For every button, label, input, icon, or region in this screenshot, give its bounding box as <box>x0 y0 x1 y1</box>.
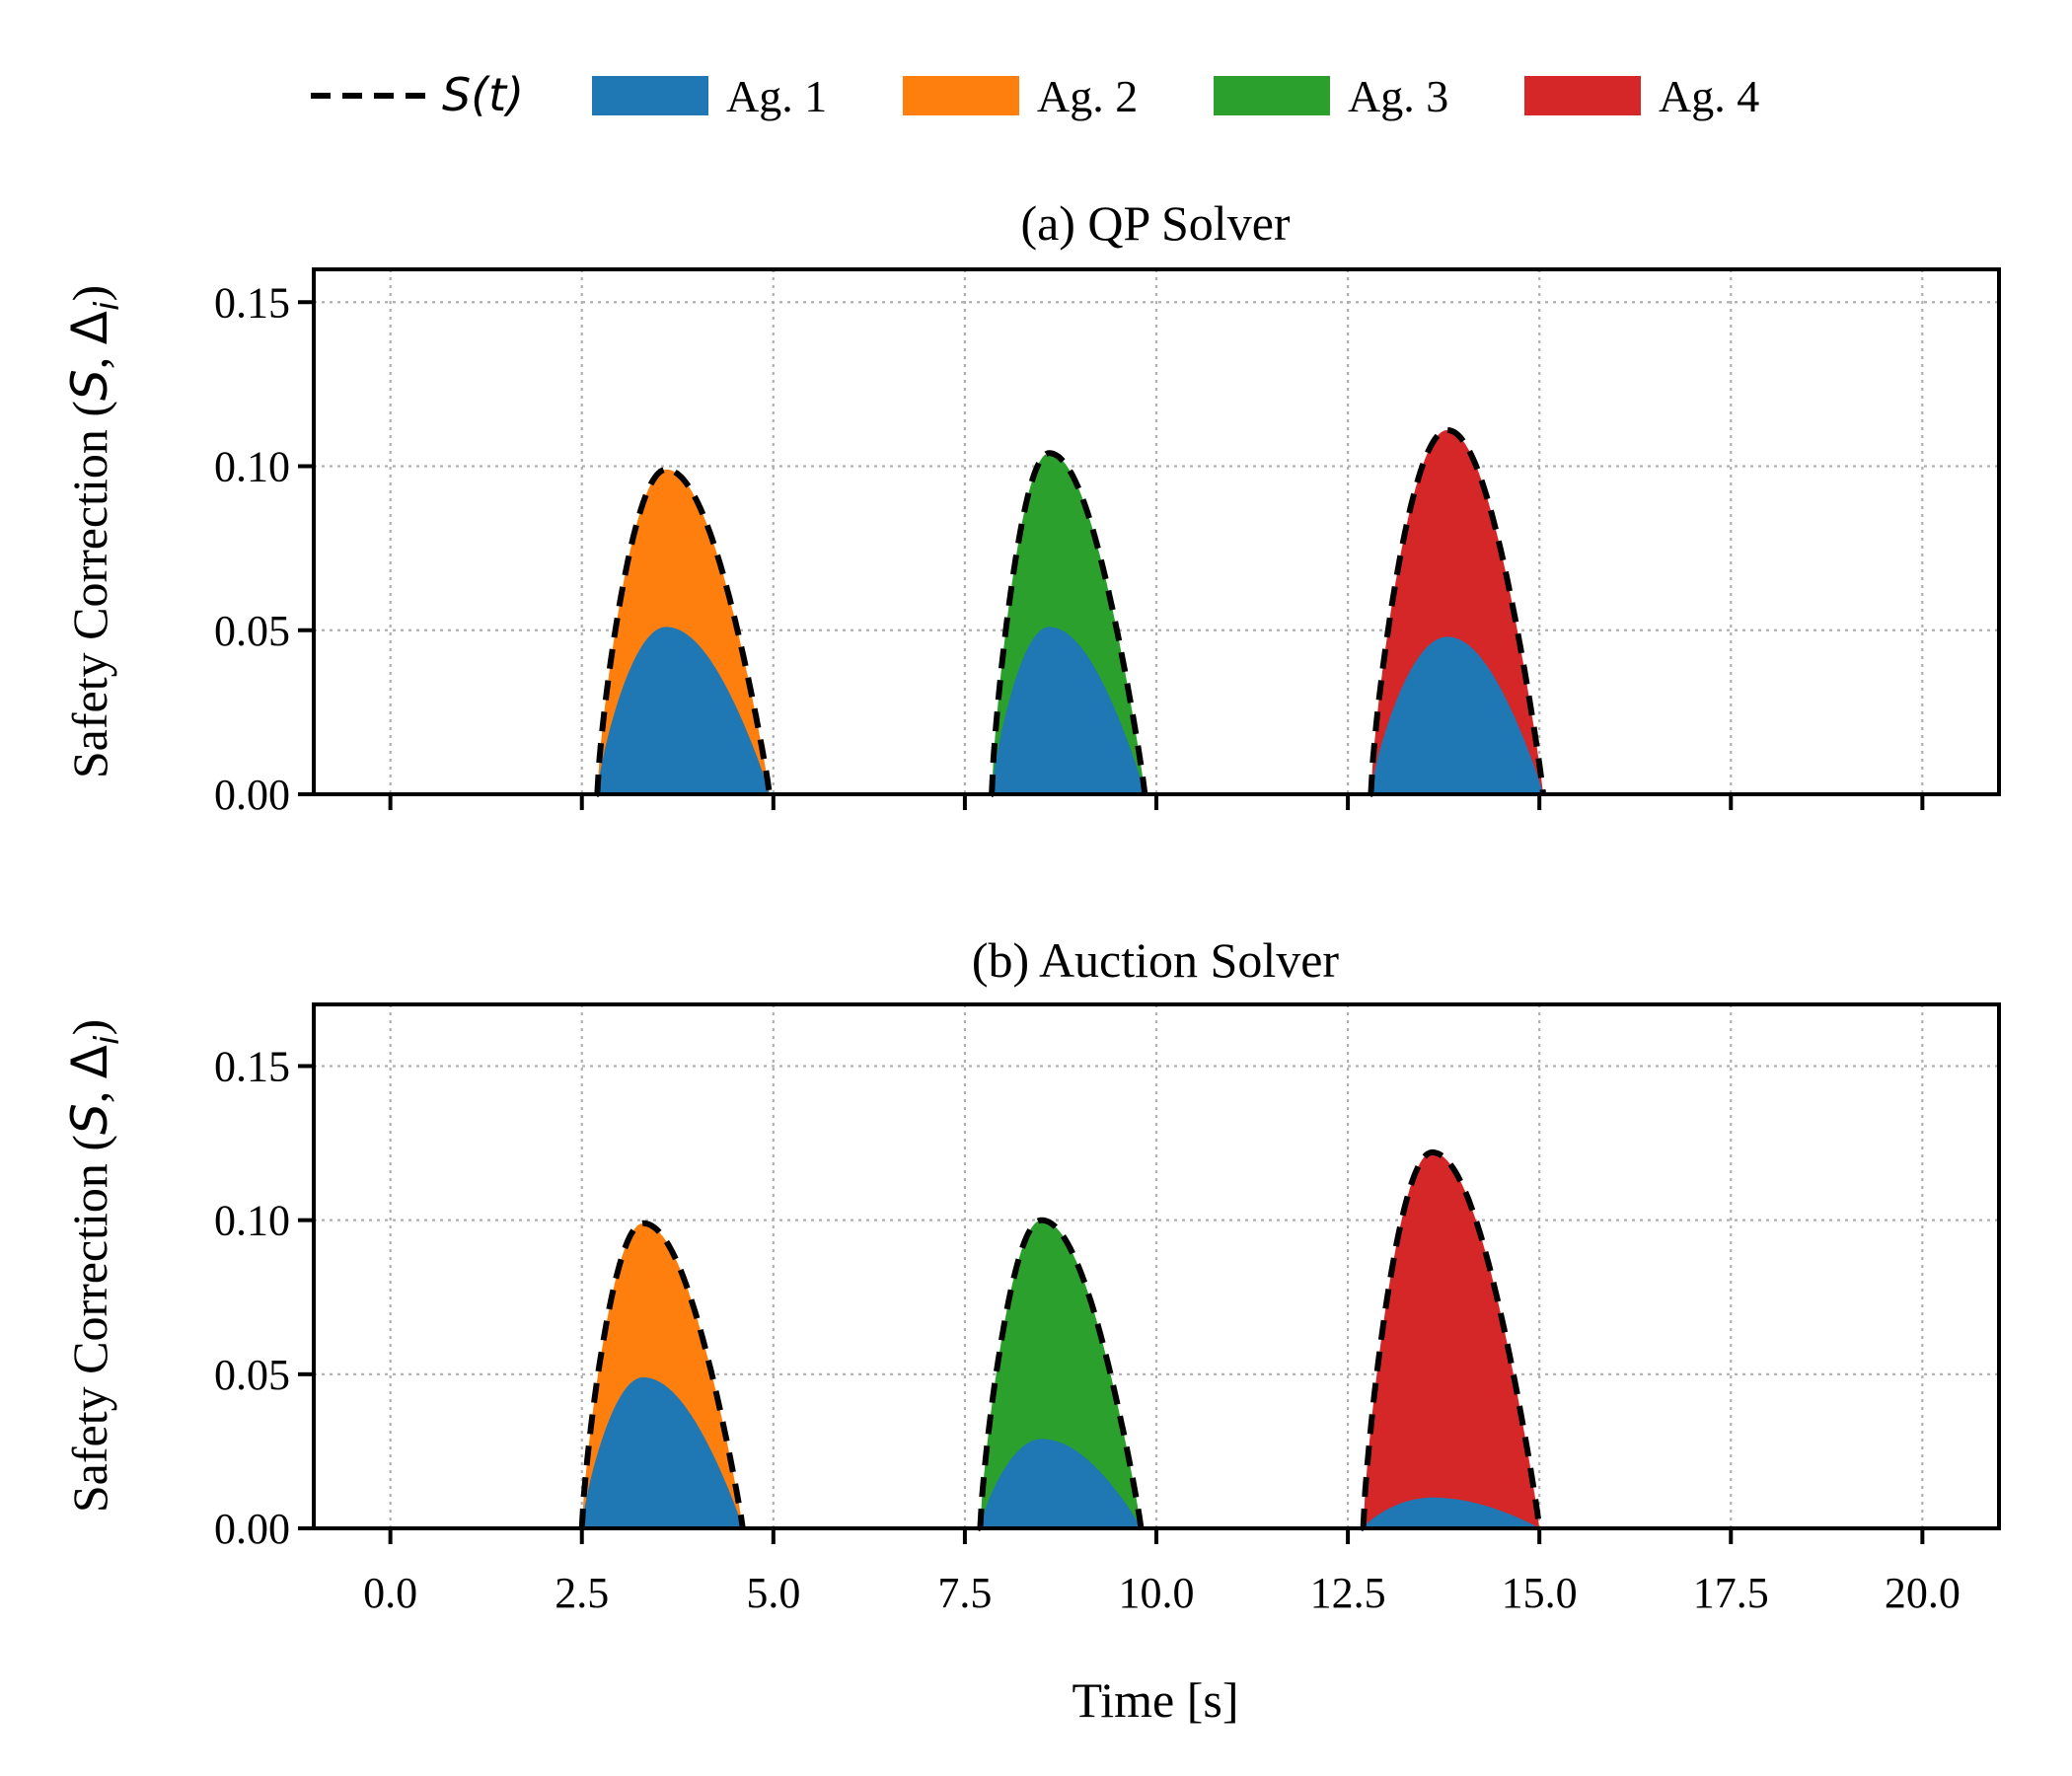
panel-a-area-ag1 <box>597 627 770 794</box>
panel-b-s-lines <box>578 1148 1543 1531</box>
panel-b-s-line <box>977 1217 1145 1531</box>
legend-ag1-label: Ag. 1 <box>726 71 827 121</box>
legend-ag4-label: Ag. 4 <box>1659 71 1759 121</box>
panel-a-ytick-label: 0.15 <box>214 278 290 327</box>
panel-auction-solver: (b) Auction Solver 0.00 0.05 0.10 0.15 0.0 2… <box>61 932 2001 1728</box>
legend-ag3-swatch <box>1214 76 1330 115</box>
panel-b-title: (b) Auction Solver <box>972 932 1340 988</box>
panel-a-s-lines <box>594 426 1547 797</box>
panel-a-title: (a) QP Solver <box>1020 195 1290 251</box>
legend-ag1-swatch <box>592 76 708 115</box>
panel-a-ylabel: Safety Correction (S, Δi) <box>61 285 127 778</box>
panel-b-ytick-label: 0.05 <box>214 1351 290 1399</box>
panel-b-ticks <box>298 1064 1925 1544</box>
panel-b-xlabel: Time [s] <box>1072 1672 1238 1728</box>
panel-a-ytick-label: 0.10 <box>214 443 290 491</box>
panel-b-xtick-label: 7.5 <box>937 1569 992 1617</box>
panel-b-xtick-label: 12.5 <box>1310 1569 1386 1617</box>
legend-ag2-label: Ag. 2 <box>1037 71 1138 121</box>
panel-b-xtick-label: 0.0 <box>363 1569 417 1617</box>
legend-ag4-swatch <box>1524 76 1641 115</box>
panel-a-area-ag1 <box>1370 636 1544 794</box>
panel-a-ytick-labels: 0.00 0.05 0.10 0.15 <box>214 278 290 819</box>
legend-ag3-label: Ag. 3 <box>1348 71 1448 121</box>
panel-a-area-ag1 <box>992 627 1146 794</box>
panel-b-xtick-label: 15.0 <box>1502 1569 1578 1617</box>
panel-a-ytick-label: 0.05 <box>214 607 290 655</box>
panel-b-ytick-label: 0.15 <box>214 1042 290 1090</box>
panel-a-s-line <box>594 466 773 797</box>
panel-a-s-line <box>1368 426 1547 797</box>
panel-b-xtick-label: 20.0 <box>1885 1569 1961 1617</box>
panel-b-ytick-labels: 0.00 0.05 0.10 0.15 <box>214 1042 290 1553</box>
panel-b-xtick-label: 10.0 <box>1119 1569 1195 1617</box>
panel-a-ticks <box>298 300 1925 810</box>
panel-b-xtick-label: 2.5 <box>555 1569 609 1617</box>
panel-a-grid <box>314 269 1999 794</box>
panel-a-areas <box>597 429 1544 794</box>
panel-a-s-line <box>989 450 1148 797</box>
legend-ag2-swatch <box>903 76 1019 115</box>
panel-b-area-ag1 <box>581 1377 743 1528</box>
panel-b-area-ag1 <box>980 1439 1142 1528</box>
panel-b-xtick-label: 5.0 <box>746 1569 800 1617</box>
panel-b-areas <box>581 1151 1540 1528</box>
panel-b-area-ag1 <box>1363 1497 1540 1528</box>
panel-qp-solver: (a) QP Solver 0.00 0.05 0.10 0.15 Safety Co… <box>61 195 2001 819</box>
panel-b-ytick-label: 0.00 <box>214 1505 290 1553</box>
panel-b-s-line <box>1360 1148 1543 1531</box>
panel-b-ylabel: Safety Correction (S, Δi) <box>61 1019 127 1513</box>
panel-b-xtick-label: 17.5 <box>1693 1569 1769 1617</box>
panel-b-grid <box>314 1004 1999 1528</box>
panel-b-xtick-labels: 0.0 2.5 5.0 7.5 10.0 12.5 15.0 17.5 20.0 <box>363 1569 1961 1617</box>
legend: S(t) Ag. 1 Ag. 2 Ag. 3 Ag. 4 <box>311 68 1759 121</box>
legend-s-label: S(t) <box>442 68 524 121</box>
panel-b-ytick-label: 0.10 <box>214 1197 290 1245</box>
panel-a-ytick-label: 0.00 <box>214 771 290 819</box>
panel-b-area-ag4 <box>1363 1151 1540 1528</box>
